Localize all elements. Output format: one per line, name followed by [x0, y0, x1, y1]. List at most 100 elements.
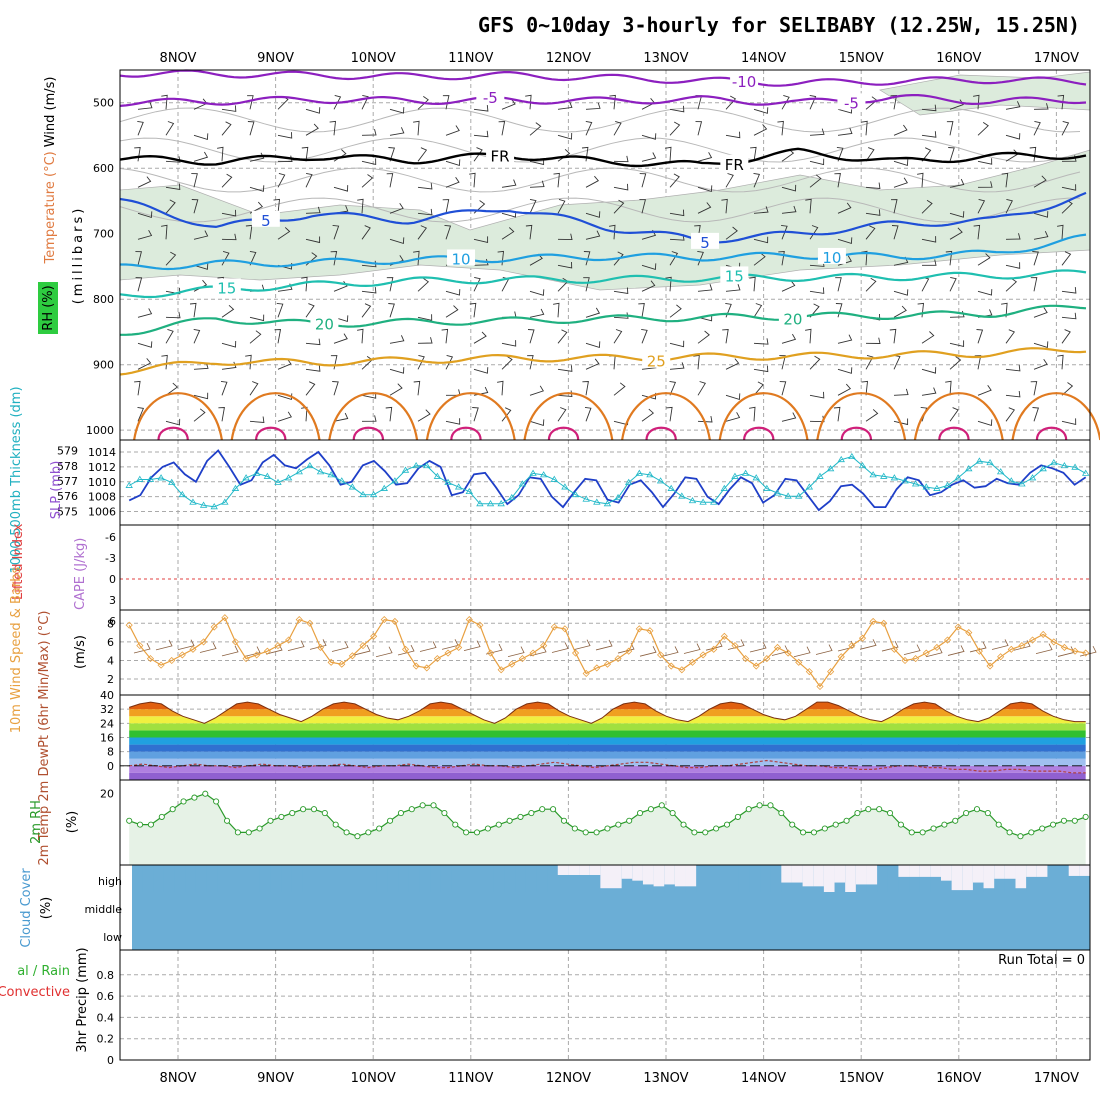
diurnal-30-contour	[1011, 392, 1100, 441]
wind-barb	[473, 331, 487, 344]
thickness-point	[348, 483, 357, 490]
wind-barb	[669, 209, 685, 217]
panel-frame-precip	[119, 949, 1091, 1061]
date-label-top: 8NOV	[160, 51, 197, 66]
thickness-point	[901, 477, 909, 484]
wind-barb	[697, 416, 713, 423]
wind-speed-point	[189, 645, 197, 653]
pressure-tick: 900	[93, 359, 114, 372]
wind-barb	[553, 302, 560, 318]
ylabel-slp: SLP (mb)	[49, 461, 64, 520]
wind-barb	[893, 305, 907, 318]
rh-point	[886, 809, 894, 817]
wind-barb	[893, 159, 909, 166]
rh-contour-line	[119, 167, 1081, 193]
high-cloud-base	[323, 865, 335, 892]
high-cloud-cell	[685, 865, 697, 887]
wind-speed-point	[880, 619, 888, 627]
wind-barb-10m	[419, 641, 437, 652]
wind-barb-10m	[375, 646, 393, 658]
wind-barb	[837, 237, 853, 244]
wind-barb	[865, 147, 875, 162]
contour-label-bg	[642, 351, 671, 368]
diurnal-30-contour	[328, 392, 419, 441]
temperature-contour	[120, 233, 1087, 271]
contour-label: 5	[261, 212, 271, 230]
slp-tick: 1012	[88, 461, 116, 474]
wind-barb-10m	[1057, 646, 1075, 657]
wind-barb	[361, 415, 377, 422]
wind-barb-10m	[551, 642, 569, 653]
wind-barb	[695, 121, 703, 136]
rh-point	[865, 806, 872, 813]
high-cloud-cell	[589, 865, 601, 875]
rh-point	[213, 798, 220, 805]
rh-point	[636, 809, 644, 817]
wind-barb	[921, 147, 932, 162]
wind-barb-10m	[749, 641, 767, 653]
ylabel-millibars: (millibars)	[71, 206, 86, 305]
date-label-bottom: 17NOV	[1034, 1071, 1079, 1086]
wind-barb	[193, 133, 209, 140]
wind-speed-point	[784, 649, 792, 657]
temperature-contour	[119, 347, 1087, 376]
thickness-point	[136, 475, 144, 482]
wind-barb-10m	[947, 645, 965, 656]
wind-barb	[473, 367, 489, 374]
wind-barb	[333, 315, 349, 322]
high-cloud-cell	[866, 865, 878, 885]
date-label-bottom: 16NOV	[936, 1071, 981, 1086]
ylabel-rh: RH (%)	[41, 285, 56, 330]
thickness-point	[986, 458, 994, 466]
slp-tick: 1008	[88, 491, 116, 504]
wind-barb	[1032, 407, 1040, 422]
slp-tick: 1006	[88, 506, 116, 519]
wind-speed-point	[827, 668, 835, 676]
wind-barb	[161, 224, 168, 240]
pressure-tick: 800	[93, 293, 114, 306]
high-cloud-base	[877, 865, 889, 892]
wind-barb	[361, 303, 372, 318]
rh-point	[941, 821, 948, 828]
wind-barb	[1033, 120, 1041, 136]
wind-barb	[725, 393, 741, 400]
rh-point	[1028, 829, 1035, 836]
temp-tick: 24	[100, 717, 114, 730]
wind-speed-point	[848, 642, 856, 650]
wind-speed-point	[1082, 649, 1090, 657]
wind-barb-10m	[903, 644, 921, 656]
wind-barb	[137, 211, 153, 218]
wind-barb	[473, 276, 481, 292]
wind-barb-10m	[133, 642, 151, 654]
high-cloud-base	[568, 865, 580, 892]
wind-barb	[221, 304, 235, 318]
high-cloud-base	[557, 865, 569, 892]
rh-point	[495, 821, 502, 828]
wind-barb-10m	[221, 645, 239, 657]
wind-barb	[165, 251, 177, 266]
high-cloud-base	[760, 865, 772, 892]
wind-barb	[473, 130, 489, 138]
wind-barb	[669, 173, 680, 188]
wind-barb	[445, 305, 459, 318]
wind-barb	[721, 198, 728, 214]
wind-barb	[837, 202, 852, 214]
wind-barb	[1005, 364, 1021, 372]
wind-barb	[697, 152, 713, 162]
wind-speed-point	[720, 632, 728, 640]
ylabel-cloud-unit: (%)	[39, 897, 54, 920]
wind-speed-point	[603, 660, 612, 668]
wind-barb	[1005, 278, 1018, 292]
rh-point	[278, 813, 285, 820]
thickness-point	[571, 490, 580, 498]
wind-barb	[585, 307, 601, 318]
wind-barb	[1005, 198, 1013, 214]
rh-point	[517, 813, 524, 820]
wind-barb	[333, 280, 348, 292]
rh-point	[669, 809, 676, 817]
thickness-point	[178, 490, 187, 498]
wind-barb	[193, 263, 209, 270]
date-label-top: 12NOV	[546, 51, 591, 66]
wind-speed-point	[561, 625, 569, 633]
wind-barb	[442, 199, 450, 214]
